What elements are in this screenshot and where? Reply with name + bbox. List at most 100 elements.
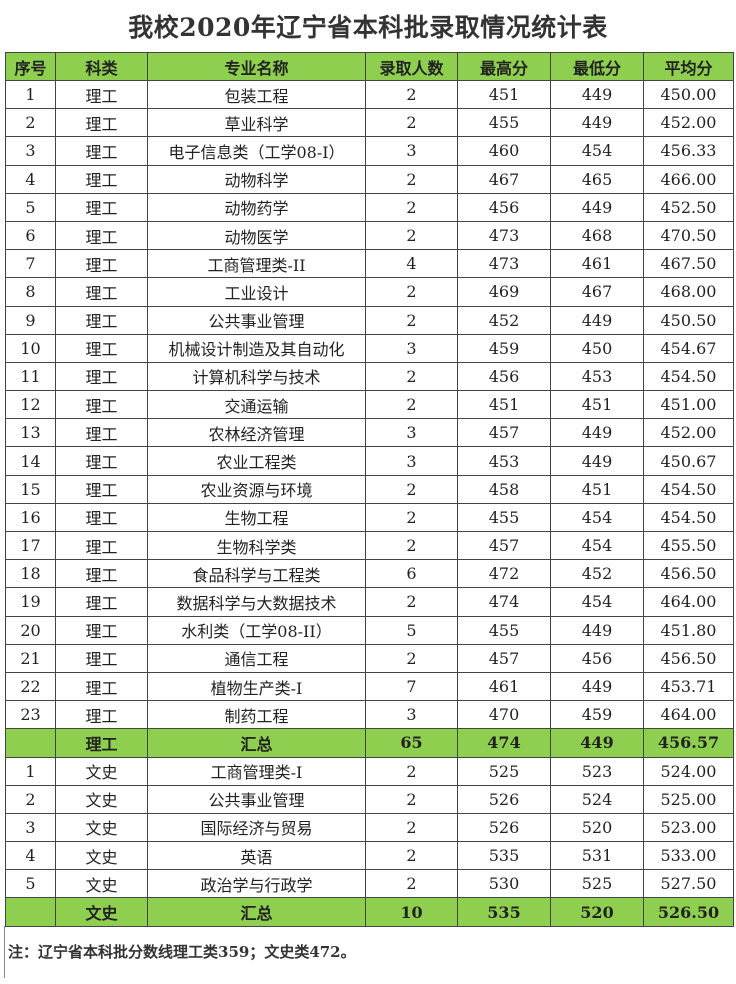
cell-major: 水利类（工学08-II） [147,615,366,645]
cell-count: 2 [365,756,458,786]
cell-no: 5 [5,192,56,222]
column-header-max: 最高分 [457,52,551,81]
cell-max: 460 [457,136,551,166]
cell-count: 2 [365,361,458,392]
cell-no: 5 [5,869,56,899]
table-row: 17 理工 生物科学类 2 457 454 455.50 [5,530,734,561]
cell-category: 理工 [55,728,148,758]
cell-count: 3 [365,446,458,476]
summary-row: 理工 汇总 65 474 449 456.57 [5,728,734,758]
cell-max: 456 [457,361,551,392]
cell-min: 525 [550,869,644,899]
cell-major: 国际经济与贸易 [147,812,366,843]
summary-row: 文史 汇总 10 535 520 526.50 [5,897,734,927]
table-row: 18 理工 食品科学与工程类 6 472 452 456.50 [5,559,734,589]
cell-major: 草业科学 [147,108,366,138]
cell-min: 451 [550,390,644,420]
cell-category: 理工 [55,530,148,561]
cell-category: 理工 [55,418,148,448]
cell-category: 理工 [55,446,148,476]
cell-avg: 454.50 [643,361,734,392]
table-row: 19 理工 数据科学与大数据技术 2 474 454 464.00 [5,587,734,617]
cell-no: 19 [5,587,56,617]
cell-count: 6 [365,559,458,589]
cell-max: 452 [457,305,551,335]
cell-min: 449 [550,671,644,702]
header-row: 序号 科类 专业名称 录取人数 最高分 最低分 平均分 [5,52,734,81]
cell-count: 3 [365,700,458,730]
cell-avg: 525.00 [643,784,734,814]
cell-max: 535 [457,841,551,871]
cell-category: 理工 [55,79,148,110]
cell-avg: 456.50 [643,559,734,589]
admission-table: 序号 科类 专业名称 录取人数 最高分 最低分 平均分 1 理工 包装工程 2 451 4… [5,52,734,927]
cell-avg: 452.00 [643,108,734,138]
cell-category: 理工 [55,474,148,504]
cell-no: 7 [5,249,56,279]
cell-major: 包装工程 [147,79,366,110]
column-header-no: 序号 [5,52,56,81]
cell-min: 467 [550,277,644,307]
cell-major: 汇总 [147,728,366,758]
cell-min: 450 [550,333,644,363]
cell-count: 2 [365,530,458,561]
cell-no: 4 [5,841,56,871]
table-row: 15 理工 农业资源与环境 2 458 451 454.50 [5,474,734,504]
cell-no: 14 [5,446,56,476]
cell-min: 449 [550,418,644,448]
cell-count: 3 [365,333,458,363]
cell-min: 459 [550,700,644,730]
cell-no: 1 [5,756,56,786]
cell-avg: 454.50 [643,502,734,533]
cell-avg: 453.71 [643,671,734,702]
cell-count: 2 [365,643,458,673]
table-row: 2 理工 草业科学 2 455 449 452.00 [5,108,734,138]
cell-category: 理工 [55,502,148,533]
cell-category: 理工 [55,390,148,420]
table-row: 4 文史 英语 2 535 531 533.00 [5,841,734,871]
cell-max: 455 [457,108,551,138]
cell-major: 农林经济管理 [147,418,366,448]
cell-min: 468 [550,220,644,251]
footnote: 注：辽宁省本科批分数线理工类359；文史类472。 [8,943,356,961]
cell-count: 2 [365,474,458,504]
cell-no: 21 [5,643,56,673]
cell-min: 449 [550,305,644,335]
cell-min: 449 [550,79,644,110]
table-row: 5 文史 政治学与行政学 2 530 525 527.50 [5,869,734,899]
cell-major: 公共事业管理 [147,305,366,335]
column-header-count: 录取人数 [365,52,458,81]
cell-major: 农业资源与环境 [147,474,366,504]
cell-avg: 450.00 [643,79,734,110]
cell-no: 9 [5,305,56,335]
cell-category: 理工 [55,164,148,194]
cell-major: 数据科学与大数据技术 [147,587,366,617]
cell-major: 汇总 [147,897,366,927]
cell-max: 473 [457,220,551,251]
table-row: 11 理工 计算机科学与技术 2 456 453 454.50 [5,361,734,392]
cell-avg: 468.00 [643,277,734,307]
cell-avg: 464.00 [643,587,734,617]
cell-count: 2 [365,784,458,814]
table-row: 3 理工 电子信息类（工学08-I） 3 460 454 456.33 [5,136,734,166]
table-row: 8 理工 工业设计 2 469 467 468.00 [5,277,734,307]
cell-avg: 451.80 [643,615,734,645]
cell-max: 526 [457,812,551,843]
cell-category: 理工 [55,587,148,617]
table-row: 4 理工 动物科学 2 467 465 466.00 [5,164,734,194]
cell-max: 457 [457,530,551,561]
cell-max: 455 [457,615,551,645]
cell-max: 473 [457,249,551,279]
cell-major: 生物科学类 [147,530,366,561]
cell-category: 理工 [55,559,148,589]
table-row: 5 理工 动物药学 2 456 449 452.50 [5,192,734,222]
cell-count: 65 [365,728,458,758]
cell-max: 474 [457,728,551,758]
cell-avg: 456.57 [643,728,734,758]
cell-major: 食品科学与工程类 [147,559,366,589]
table-row: 10 理工 机械设计制造及其自动化 3 459 450 454.67 [5,333,734,363]
cell-max: 535 [457,897,551,927]
cell-no: 6 [5,220,56,251]
cell-max: 525 [457,756,551,786]
cell-no: 18 [5,559,56,589]
